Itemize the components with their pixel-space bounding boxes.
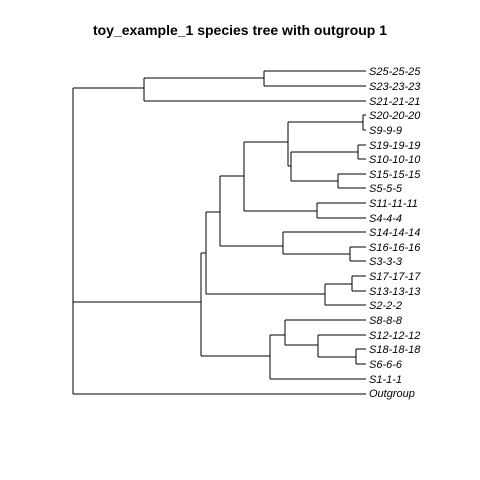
tip-label: S13-13-13 [369,286,421,298]
tip-label: S19-19-19 [369,140,420,152]
tip-label: S14-14-14 [369,227,420,239]
tip-label: S4-4-4 [369,213,402,225]
tree-branches [72,70,366,395]
tip-label: S9-9-9 [369,125,402,137]
tip-label: S1-1-1 [369,374,402,386]
tip-label: S21-21-21 [369,96,420,108]
tip-label: S6-6-6 [369,359,403,371]
tip-label: S3-3-3 [369,256,403,268]
tip-label: S8-8-8 [369,315,403,327]
tip-label: S25-25-25 [369,66,421,78]
tip-label: S15-15-15 [369,169,421,181]
tip-label: S20-20-20 [369,110,421,122]
tip-labels: S25-25-25 S23-23-23 S21-21-21 S20-20-20 … [369,66,421,400]
tip-label: S5-5-5 [369,183,403,195]
tip-label: S23-23-23 [369,81,421,93]
tip-label: S12-12-12 [369,330,420,342]
tip-label: S2-2-2 [369,300,402,312]
tip-label: S16-16-16 [369,242,421,254]
tip-label: Outgroup [369,388,415,400]
tip-label: S10-10-10 [369,154,421,166]
tip-label: S18-18-18 [369,344,421,356]
tree-title: toy_example_1 species tree with outgroup… [93,22,387,38]
tip-label: S11-11-11 [369,198,418,210]
tip-label: S17-17-17 [369,271,421,283]
